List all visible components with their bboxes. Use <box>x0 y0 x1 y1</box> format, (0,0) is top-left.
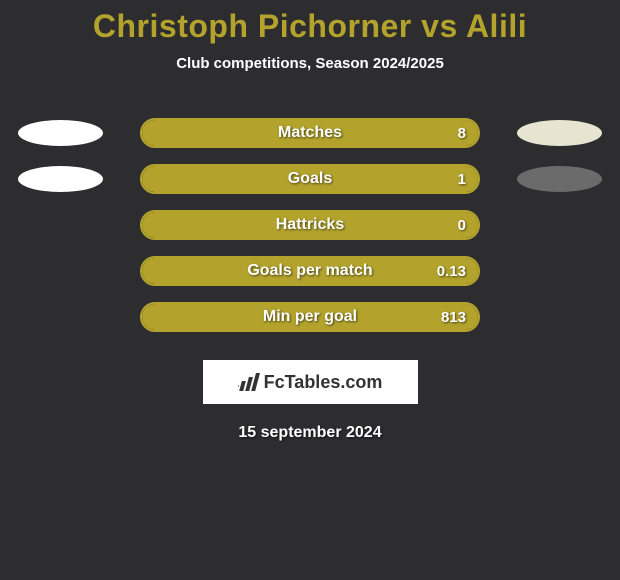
logo-bars-icon <box>238 373 260 391</box>
subtitle: Club competitions, Season 2024/2025 <box>0 55 620 72</box>
stat-row: Goals per match0.13 <box>0 248 620 294</box>
logo-text: FcTables.com <box>264 372 383 393</box>
stat-value: 813 <box>441 304 466 330</box>
stat-row: Hattricks0 <box>0 202 620 248</box>
stat-label: Hattricks <box>142 212 478 238</box>
page-title: Christoph Pichorner vs Alili <box>0 8 620 45</box>
stat-bar: Goals per match0.13 <box>140 256 480 286</box>
right-value-ellipse <box>517 166 602 192</box>
stat-value: 8 <box>458 120 466 146</box>
stat-row: Matches8 <box>0 110 620 156</box>
stat-value: 0 <box>458 212 466 238</box>
footer-logo[interactable]: FcTables.com <box>203 360 418 404</box>
stat-row: Min per goal813 <box>0 294 620 340</box>
stat-label: Goals per match <box>142 258 478 284</box>
comparison-card: Christoph Pichorner vs Alili Club compet… <box>0 0 620 442</box>
right-value-ellipse <box>517 120 602 146</box>
stat-value: 1 <box>458 166 466 192</box>
stat-label: Min per goal <box>142 304 478 330</box>
footer-date: 15 september 2024 <box>0 424 620 442</box>
stat-bar: Min per goal813 <box>140 302 480 332</box>
stat-label: Goals <box>142 166 478 192</box>
stat-row: Goals1 <box>0 156 620 202</box>
stats-list: Matches8Goals1Hattricks0Goals per match0… <box>0 110 620 340</box>
logo-inner: FcTables.com <box>238 372 383 393</box>
stat-bar: Goals1 <box>140 164 480 194</box>
stat-bar: Hattricks0 <box>140 210 480 240</box>
stat-label: Matches <box>142 120 478 146</box>
stat-bar: Matches8 <box>140 118 480 148</box>
stat-value: 0.13 <box>437 258 466 284</box>
left-value-ellipse <box>18 120 103 146</box>
left-value-ellipse <box>18 166 103 192</box>
